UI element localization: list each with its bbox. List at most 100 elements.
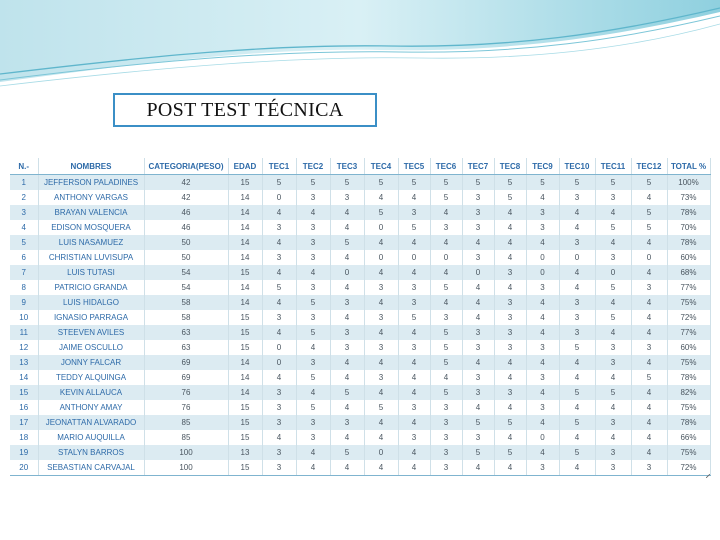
table-cell: 60% bbox=[667, 340, 711, 355]
table-cell: 4 bbox=[330, 400, 365, 415]
table-row: 18 MARIO AUQUILLA 85 15 4 3 4 4 3 3 3 4 0 4 4 4 66% bbox=[10, 430, 711, 445]
table-cell: 3 bbox=[430, 430, 463, 445]
table-cell: 66% bbox=[667, 430, 711, 445]
results-table: N.- NOMBRES CATEGORIA(PESO) EDAD TEC1 TEC2 TEC… bbox=[10, 158, 711, 476]
athlete-name-cell: LUIS NASAMUEZ bbox=[38, 235, 145, 250]
table-cell: 5 bbox=[430, 340, 463, 355]
table-cell: 4 bbox=[631, 400, 668, 415]
table-cell: 3 bbox=[262, 400, 297, 415]
table-cell: 5 bbox=[559, 174, 596, 190]
table-cell: 4 bbox=[494, 235, 527, 250]
table-cell: 3 bbox=[462, 325, 495, 340]
table-cell: 4 bbox=[364, 325, 399, 340]
table-cell: 3 bbox=[462, 430, 495, 445]
column-header: TEC12 bbox=[631, 158, 668, 175]
table-cell: 5 bbox=[430, 174, 463, 190]
table-cell: 5 bbox=[494, 445, 527, 460]
table-cell: 4 bbox=[262, 325, 297, 340]
column-header: TOTAL % bbox=[667, 158, 711, 175]
table-cell: 85 bbox=[144, 430, 229, 445]
title-box: POST TEST TÉCNICA bbox=[113, 93, 377, 127]
table-cell: 4 bbox=[330, 430, 365, 445]
athlete-name-cell: MARIO AUQUILLA bbox=[38, 430, 145, 445]
column-header: TEC10 bbox=[559, 158, 596, 175]
athlete-name-cell: JEONATTAN ALVARADO bbox=[38, 415, 145, 430]
table-cell: 14 bbox=[228, 190, 263, 205]
table-cell: 5 bbox=[430, 385, 463, 400]
table-cell: 13 bbox=[228, 445, 263, 460]
table-cell: 5 bbox=[398, 174, 431, 190]
table-cell: 3 bbox=[262, 460, 297, 476]
table-cell: 4 bbox=[494, 250, 527, 265]
table-cell: 15 bbox=[228, 415, 263, 430]
table-cell: 0 bbox=[430, 250, 463, 265]
table-cell: 4 bbox=[364, 355, 399, 370]
table-cell: 4 bbox=[364, 385, 399, 400]
table-cell: 5 bbox=[494, 415, 527, 430]
column-header: TEC11 bbox=[595, 158, 632, 175]
table-cell: 3 bbox=[296, 355, 331, 370]
table-header-row: N.- NOMBRES CATEGORIA(PESO) EDAD TEC1 TEC2 TEC… bbox=[10, 158, 711, 175]
table-cell: 12 bbox=[10, 340, 39, 355]
table-cell: 3 bbox=[330, 295, 365, 310]
table-cell: 4 bbox=[296, 205, 331, 220]
table-cell: 4 bbox=[296, 340, 331, 355]
table-cell: 5 bbox=[559, 445, 596, 460]
table-cell: 4 bbox=[526, 310, 560, 325]
table-cell: 4 bbox=[430, 295, 463, 310]
table-cell: 3 bbox=[494, 310, 527, 325]
table-cell: 3 bbox=[330, 415, 365, 430]
table-cell: 5 bbox=[296, 325, 331, 340]
table-cell: 3 bbox=[559, 235, 596, 250]
table-cell: 77% bbox=[667, 325, 711, 340]
table-cell: 3 bbox=[595, 355, 632, 370]
table-cell: 100 bbox=[144, 460, 229, 476]
table-cell: 3 bbox=[262, 385, 297, 400]
table-cell: 5 bbox=[559, 385, 596, 400]
table-cell: 14 bbox=[10, 370, 39, 385]
table-cell: 4 bbox=[364, 415, 399, 430]
table-cell: 0 bbox=[631, 250, 668, 265]
athlete-name-cell: BRAYAN VALENCIA bbox=[38, 205, 145, 220]
table-cell: 4 bbox=[262, 205, 297, 220]
table-cell: 4 bbox=[430, 370, 463, 385]
table-cell: 4 bbox=[262, 430, 297, 445]
table-cell: 82% bbox=[667, 385, 711, 400]
table-cell: 4 bbox=[262, 295, 297, 310]
page-title: POST TEST TÉCNICA bbox=[146, 98, 344, 121]
table-cell: 3 bbox=[364, 280, 399, 295]
table-cell: 3 bbox=[398, 205, 431, 220]
table-cell: 4 bbox=[595, 370, 632, 385]
table-cell: 3 bbox=[430, 445, 463, 460]
table-cell: 3 bbox=[494, 340, 527, 355]
table-cell: 5 bbox=[595, 385, 632, 400]
table-cell: 5 bbox=[494, 174, 527, 190]
table-cell: 5 bbox=[430, 280, 463, 295]
table-row: 5 LUIS NASAMUEZ 50 14 4 3 5 4 4 4 4 4 4 3 4 4 78% bbox=[10, 235, 711, 250]
table-cell: 3 bbox=[462, 190, 495, 205]
table-cell: 3 bbox=[296, 310, 331, 325]
table-cell: 5 bbox=[595, 220, 632, 235]
table-cell: 5 bbox=[631, 220, 668, 235]
table-cell: 3 bbox=[296, 250, 331, 265]
table-cell: 60% bbox=[667, 250, 711, 265]
athlete-name-cell: ANTHONY VARGAS bbox=[38, 190, 145, 205]
athlete-name-cell: JAIME OSCULLO bbox=[38, 340, 145, 355]
table-cell: 46 bbox=[144, 205, 229, 220]
table-cell: 3 bbox=[526, 340, 560, 355]
table-cell: 6 bbox=[10, 250, 39, 265]
table-row: 4 EDISON MOSQUERA 46 14 3 3 4 0 5 3 3 4 3 4 5 5 70% bbox=[10, 220, 711, 235]
column-header: TEC8 bbox=[494, 158, 527, 175]
table-cell: 4 bbox=[462, 280, 495, 295]
column-header: TEC1 bbox=[262, 158, 297, 175]
table-cell: 4 bbox=[398, 445, 431, 460]
table-cell: 4 bbox=[364, 265, 399, 280]
table-cell: 0 bbox=[398, 250, 431, 265]
table-cell: 5 bbox=[559, 415, 596, 430]
table-cell: 73% bbox=[667, 190, 711, 205]
table-cell: 14 bbox=[228, 295, 263, 310]
table-cell: 3 bbox=[559, 325, 596, 340]
table-cell: 4 bbox=[330, 355, 365, 370]
table-cell: 15 bbox=[228, 400, 263, 415]
table-cell: 15 bbox=[228, 174, 263, 190]
